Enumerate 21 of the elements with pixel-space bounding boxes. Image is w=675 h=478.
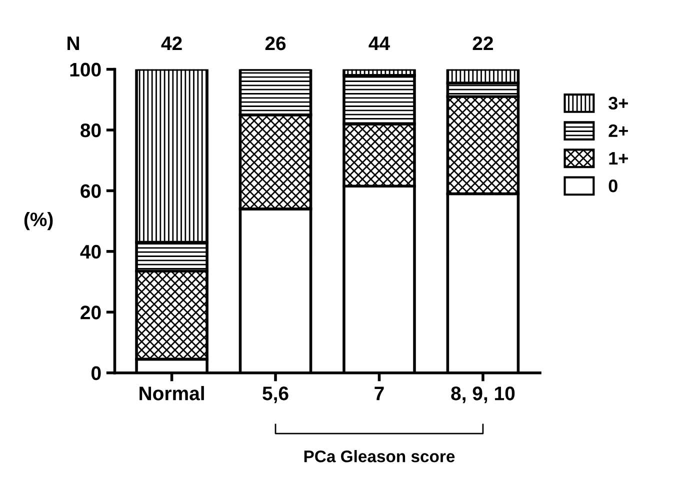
text: 42 [161, 36, 182, 50]
x-tick-label: 8, 9, 10 [451, 386, 515, 404]
text: 26 [265, 36, 286, 50]
legend-label: 3+ [608, 96, 628, 110]
y-tick-label: 20 [80, 306, 101, 320]
text: 44 [368, 36, 390, 50]
x-tick-label: 5,6 [262, 386, 288, 404]
y-tick-label: 100 [70, 62, 101, 77]
x-axis-title: PCa Gleason score [304, 450, 455, 462]
y-tick-label: 0 [92, 366, 101, 380]
x-tick-label: 7 [374, 386, 384, 400]
legend-label: 2+ [608, 124, 628, 137]
text: 22 [472, 36, 493, 50]
legend-label: 1+ [609, 152, 628, 165]
y-tick-label: 80 [80, 123, 101, 138]
x-tick-label: Normal [140, 386, 204, 400]
y-tick-label: 60 [80, 184, 101, 198]
legend-label: 0 [608, 179, 618, 192]
y-tick-label: 40 [80, 244, 101, 259]
text: N [68, 36, 79, 50]
y-axis-title: (%) [24, 212, 53, 230]
